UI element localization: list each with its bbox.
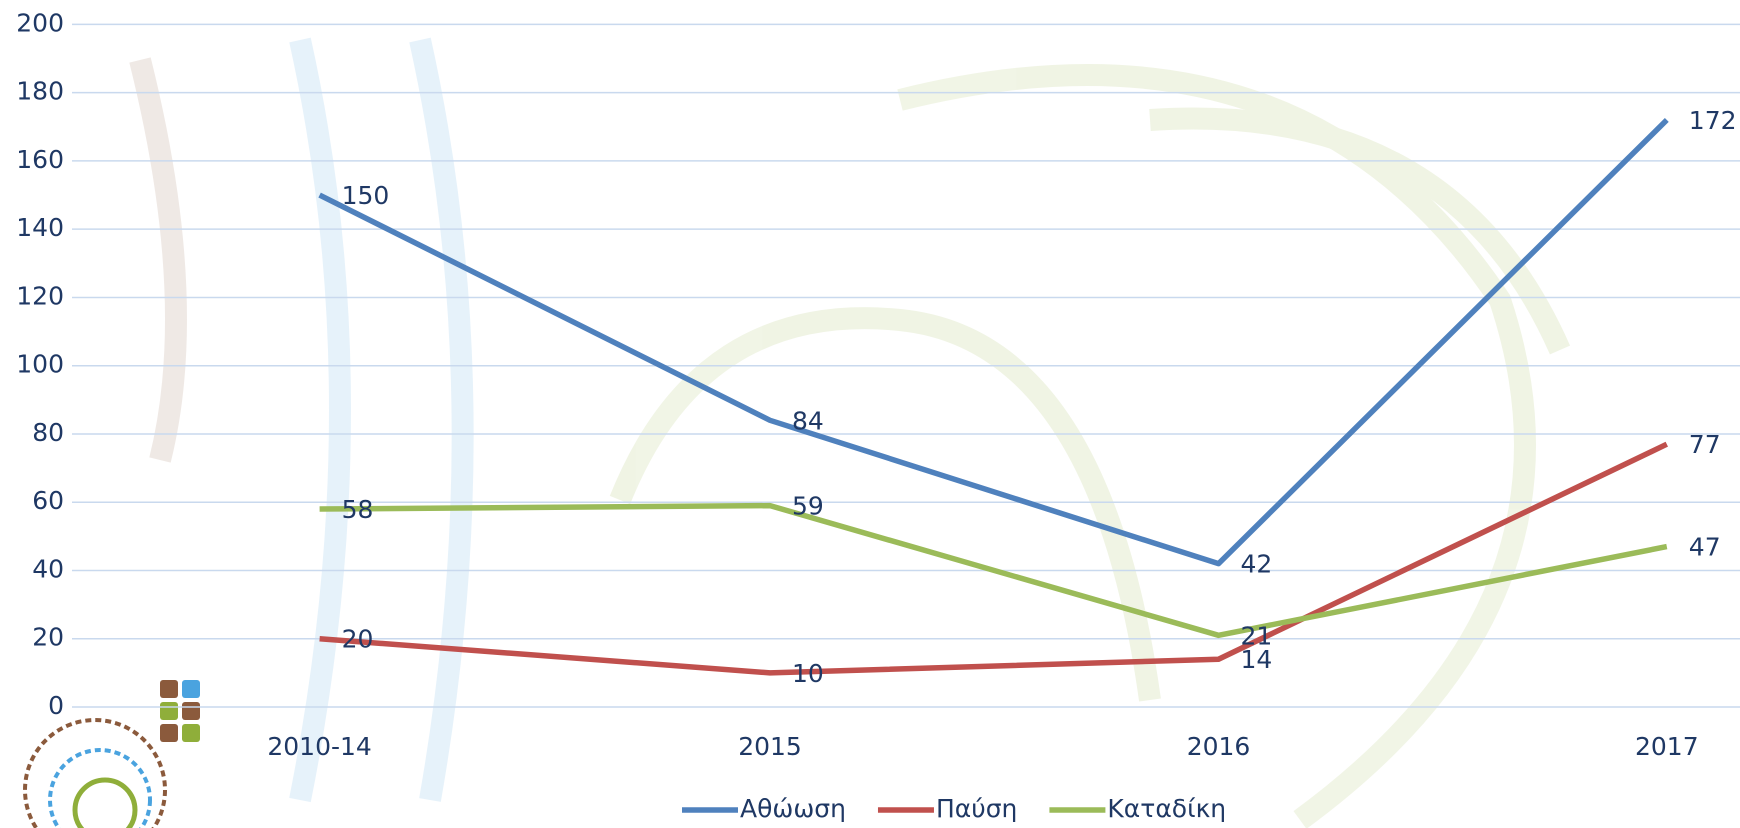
y-tick-label: 40 (32, 554, 64, 583)
data-label: 10 (792, 659, 824, 688)
data-label: 21 (1241, 621, 1273, 650)
y-tick-label: 100 (16, 350, 64, 379)
x-tick-label: 2015 (738, 732, 802, 761)
y-tick-label: 120 (16, 281, 64, 310)
x-tick-label: 2017 (1635, 732, 1699, 761)
y-tick-label: 140 (16, 213, 64, 242)
x-tick-label: 2016 (1187, 732, 1251, 761)
data-label: 150 (342, 181, 390, 210)
data-label: 172 (1689, 106, 1737, 135)
chart: 0 20 40 60 80 100 120 140 160 180 200 2010-14 2015 20… (0, 0, 1740, 828)
data-label: 20 (342, 625, 374, 654)
data-label: 84 (792, 406, 824, 435)
y-tick-label: 60 (32, 486, 64, 515)
y-tick-label: 20 (32, 623, 64, 652)
data-label: 58 (342, 495, 374, 524)
x-tick-label: 2010-14 (267, 732, 371, 761)
data-label: 47 (1689, 533, 1721, 562)
background-decoration (140, 40, 1560, 820)
data-label: 42 (1241, 550, 1273, 579)
data-label: 77 (1689, 430, 1721, 459)
legend-label: Αθώωση (740, 794, 846, 823)
y-tick-label: 160 (16, 145, 64, 174)
legend-label: Παύση (936, 794, 1017, 823)
y-tick-label: 0 (48, 691, 64, 720)
data-label: 59 (792, 492, 824, 521)
legend-label: Καταδίκη (1107, 794, 1226, 823)
y-tick-label: 200 (16, 8, 64, 37)
y-tick-label: 180 (16, 77, 64, 106)
y-tick-label: 80 (32, 418, 64, 447)
